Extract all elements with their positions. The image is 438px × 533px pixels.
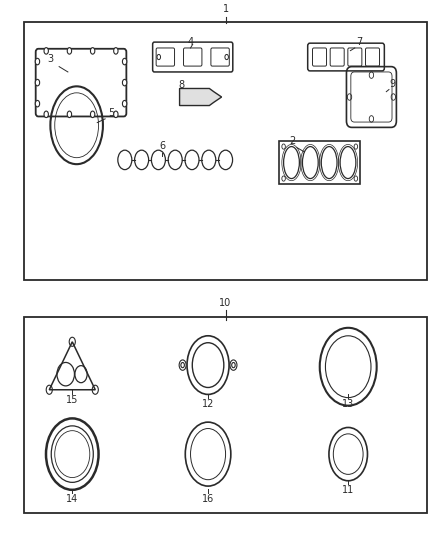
Ellipse shape — [122, 79, 127, 86]
Text: 13: 13 — [342, 399, 354, 409]
Text: 3: 3 — [47, 54, 53, 64]
Ellipse shape — [113, 47, 118, 54]
Text: 2: 2 — [290, 136, 296, 146]
Text: 11: 11 — [342, 485, 354, 495]
Text: 15: 15 — [66, 395, 78, 406]
Ellipse shape — [35, 100, 39, 107]
Ellipse shape — [122, 58, 127, 65]
Polygon shape — [180, 88, 222, 106]
Text: 7: 7 — [356, 37, 362, 47]
Ellipse shape — [179, 360, 186, 370]
Ellipse shape — [122, 100, 127, 107]
Text: 6: 6 — [159, 141, 165, 151]
Ellipse shape — [90, 47, 95, 54]
Text: 8: 8 — [179, 79, 185, 90]
Text: 12: 12 — [202, 399, 214, 409]
Bar — [24, 22, 427, 280]
Ellipse shape — [113, 111, 118, 118]
Ellipse shape — [67, 111, 71, 118]
Text: 14: 14 — [66, 494, 78, 504]
Ellipse shape — [35, 58, 39, 65]
Ellipse shape — [44, 47, 48, 54]
Ellipse shape — [35, 79, 39, 86]
Text: 16: 16 — [202, 494, 214, 504]
Text: 5: 5 — [109, 108, 115, 118]
Text: 4: 4 — [187, 37, 194, 47]
Bar — [279, 141, 360, 184]
Bar — [24, 317, 427, 513]
Ellipse shape — [44, 111, 48, 118]
Text: 1: 1 — [223, 4, 229, 14]
Ellipse shape — [67, 47, 71, 54]
Text: 10: 10 — [219, 297, 232, 308]
Text: 9: 9 — [389, 79, 395, 89]
Ellipse shape — [230, 360, 237, 370]
Ellipse shape — [90, 111, 95, 118]
